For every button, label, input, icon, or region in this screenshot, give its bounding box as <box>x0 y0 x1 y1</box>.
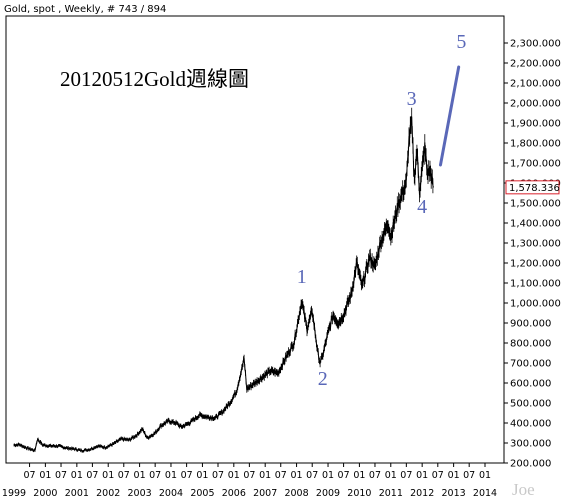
x-month-label: 01 <box>385 470 397 481</box>
x-month-label: 07 <box>306 470 318 481</box>
x-month-label: 07 <box>400 470 412 481</box>
x-month-label: 07 <box>432 470 444 481</box>
watermark: Joe <box>512 480 535 499</box>
x-month-label: 07 <box>463 470 475 481</box>
wave-labels: 1 2 3 4 5 <box>297 31 467 390</box>
x-month-label: 01 <box>165 470 177 481</box>
x-month-label: 01 <box>134 470 146 481</box>
x-month-label: 07 <box>86 470 98 481</box>
x-month-label: 01 <box>259 470 271 481</box>
y-tick-label: 800.000 <box>510 339 551 350</box>
x-year-label: 2009 <box>316 488 340 499</box>
x-year-label: 2000 <box>33 488 57 499</box>
y-tick-label: 400.000 <box>510 419 551 430</box>
x-year-label: 2007 <box>253 488 277 499</box>
x-month-label: 07 <box>275 470 287 481</box>
x-month-label: 01 <box>102 470 114 481</box>
wave-label-5: 5 <box>456 31 466 53</box>
x-month-label: 01 <box>448 470 460 481</box>
y-tick-label: 1,100.000 <box>510 279 561 290</box>
y-tick-label: 1,500.000 <box>510 199 561 210</box>
x-month-label: 07 <box>181 470 193 481</box>
x-month-label: 07 <box>338 470 350 481</box>
x-month-label: 07 <box>55 470 67 481</box>
y-tick-label: 600.000 <box>510 379 551 390</box>
x-year-label: 2003 <box>128 488 152 499</box>
x-month-label: 01 <box>71 470 83 481</box>
price-series <box>13 107 434 453</box>
x-month-label: 07 <box>24 470 36 481</box>
x-year-label: 2008 <box>284 488 308 499</box>
y-tick-label: 500.000 <box>510 399 551 410</box>
x-month-label: 07 <box>212 470 224 481</box>
x-year-label: 2001 <box>65 488 89 499</box>
y-tick-label: 2,100.000 <box>510 79 561 90</box>
x-month-label: 01 <box>479 470 491 481</box>
wave-label-2: 2 <box>318 368 328 390</box>
y-tick-label: 700.000 <box>510 359 551 370</box>
y-axis: 200.000 300.000 400.000 500.000 600.000 700.0… <box>504 39 561 470</box>
wave-label-4: 4 <box>417 196 427 218</box>
price-range-bars <box>13 107 434 453</box>
wave-label-1: 1 <box>297 266 307 288</box>
x-year-label: 2011 <box>379 488 403 499</box>
y-tick-label: 2,300.000 <box>510 39 561 50</box>
x-month-label: 01 <box>228 470 240 481</box>
x-year-label: 2013 <box>442 488 466 499</box>
y-tick-label: 300.000 <box>510 439 551 450</box>
y-tick-label: 1,300.000 <box>510 239 561 250</box>
x-month-label: 07 <box>149 470 161 481</box>
projection-layer <box>438 65 461 167</box>
x-month-label: 07 <box>369 470 381 481</box>
x-month-label: 01 <box>291 470 303 481</box>
x-year-label: 1999 <box>2 488 26 499</box>
x-month-label: 07 <box>243 470 255 481</box>
y-tick-label: 900.000 <box>510 319 551 330</box>
x-year-label: 2002 <box>96 488 120 499</box>
x-year-label: 2014 <box>473 488 497 499</box>
y-tick-label: 2,000.000 <box>510 99 561 110</box>
y-tick-label: 1,200.000 <box>510 259 561 270</box>
last-price-marker: 1,578.336 <box>505 180 560 195</box>
x-month-label: 01 <box>353 470 365 481</box>
chart-header: Gold, spot , Weekly, # 743 / 894 <box>4 4 166 15</box>
wave-label-3: 3 <box>407 88 417 110</box>
y-tick-label: 1,700.000 <box>510 159 561 170</box>
x-month-label: 01 <box>196 470 208 481</box>
x-year-label: 2005 <box>190 488 214 499</box>
y-tick-label: 200.000 <box>510 459 551 470</box>
x-month-label: 01 <box>39 470 51 481</box>
y-tick-label: 2,200.000 <box>510 59 561 70</box>
y-tick-label: 1,400.000 <box>510 219 561 230</box>
x-year-label: 2010 <box>347 488 371 499</box>
y-tick-label: 1,900.000 <box>510 119 561 130</box>
x-year-label: 2004 <box>159 488 183 499</box>
x-month-label: 01 <box>322 470 334 481</box>
x-month-label: 01 <box>416 470 428 481</box>
x-year-label: 2012 <box>410 488 434 499</box>
x-month-label: 07 <box>118 470 130 481</box>
x-axis: 07 01 07 01 07 01 07 01 07 01 07 01 07 01 07 01 07 01 07 01… <box>2 463 497 499</box>
y-tick-label: 1,000.000 <box>510 299 561 310</box>
y-tick-label: 1,800.000 <box>510 139 561 150</box>
x-year-label: 2006 <box>222 488 246 499</box>
last-price-box <box>505 180 560 195</box>
chart-title: 20120512Gold週線圖 <box>60 67 249 91</box>
wave-5-projection-line <box>438 65 461 167</box>
last-price-label: 1,578.336 <box>509 183 560 194</box>
price-line <box>13 116 434 453</box>
